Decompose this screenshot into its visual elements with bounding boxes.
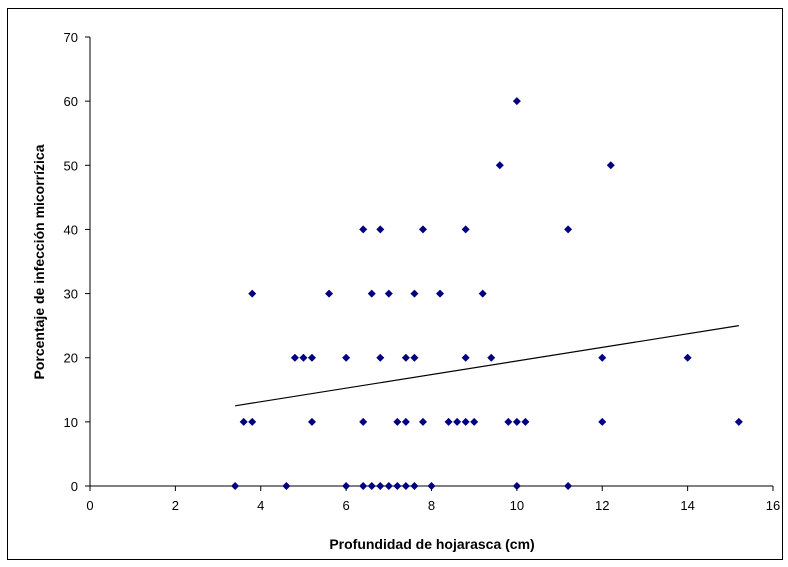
- y-tick-label: 20: [64, 351, 78, 366]
- data-point: [231, 482, 240, 490]
- data-point: [307, 417, 316, 426]
- x-tick-label: 6: [343, 498, 350, 513]
- y-tick-label: 30: [64, 287, 78, 302]
- plot-area: 0 10 20 30 40 50 60 70 0 2 4 6 8 10 12 14 16: [64, 30, 781, 513]
- data-point: [248, 417, 257, 426]
- x-tick-label: 0: [86, 498, 93, 513]
- data-point: [307, 353, 316, 362]
- data-point: [470, 417, 479, 426]
- data-point: [606, 161, 615, 170]
- data-point: [342, 353, 351, 362]
- data-point: [521, 417, 530, 426]
- x-tick-label: 10: [510, 498, 524, 513]
- data-point: [495, 161, 504, 170]
- data-point: [299, 353, 308, 362]
- y-tick-label: 70: [64, 30, 78, 45]
- data-point: [359, 417, 368, 426]
- x-axis-title: Profundidad de hojarasca (cm): [329, 536, 534, 552]
- data-point: [393, 482, 402, 490]
- x-tick-label: 2: [172, 498, 179, 513]
- data-point: [376, 353, 385, 362]
- data-point: [384, 289, 393, 298]
- data-point: [410, 353, 419, 362]
- trend-line: [235, 325, 739, 407]
- data-point: [384, 482, 393, 490]
- x-tick-label: 8: [428, 498, 435, 513]
- data-point: [427, 482, 436, 490]
- data-point: [512, 417, 521, 426]
- y-tick-label: 60: [64, 94, 78, 109]
- data-point: [461, 353, 470, 362]
- y-tick-label: 10: [64, 415, 78, 430]
- data-point: [367, 482, 376, 490]
- data-point: [359, 482, 368, 490]
- data-point: [290, 353, 299, 362]
- data-point: [376, 482, 385, 490]
- data-point: [325, 289, 334, 298]
- data-point: [418, 417, 427, 426]
- data-point: [504, 417, 513, 426]
- data-point: [367, 289, 376, 298]
- x-tick-label: 4: [257, 498, 264, 513]
- data-point: [410, 482, 419, 490]
- data-point: [598, 417, 607, 426]
- data-point: [418, 225, 427, 234]
- data-point: [342, 482, 351, 490]
- data-point: [453, 417, 462, 426]
- y-axis-title: Porcentaje de infección micorrízica: [31, 144, 47, 379]
- data-point: [512, 482, 521, 490]
- data-point: [461, 417, 470, 426]
- data-point: [359, 225, 368, 234]
- data-point: [436, 289, 445, 298]
- data-point: [376, 225, 385, 234]
- data-point: [461, 225, 470, 234]
- data-point: [564, 482, 573, 490]
- data-point: [734, 417, 743, 426]
- data-point: [282, 482, 291, 490]
- chart-frame: [7, 8, 783, 560]
- x-tick-label: 16: [766, 498, 780, 513]
- y-tick-label: 40: [64, 222, 78, 237]
- data-point: [478, 289, 487, 298]
- data-point: [598, 353, 607, 362]
- x-tick-label: 12: [595, 498, 609, 513]
- data-point: [410, 289, 419, 298]
- data-point: [444, 417, 453, 426]
- data-point: [683, 353, 692, 362]
- data-point: [564, 225, 573, 234]
- data-point: [512, 97, 521, 106]
- data-point: [401, 353, 410, 362]
- y-tick-label: 0: [71, 479, 78, 494]
- data-point: [401, 417, 410, 426]
- data-point: [248, 289, 257, 298]
- data-point: [239, 417, 248, 426]
- x-tick-label: 14: [680, 498, 694, 513]
- data-point: [487, 353, 496, 362]
- y-tick-label: 50: [64, 158, 78, 173]
- data-point: [393, 417, 402, 426]
- data-point: [401, 482, 410, 490]
